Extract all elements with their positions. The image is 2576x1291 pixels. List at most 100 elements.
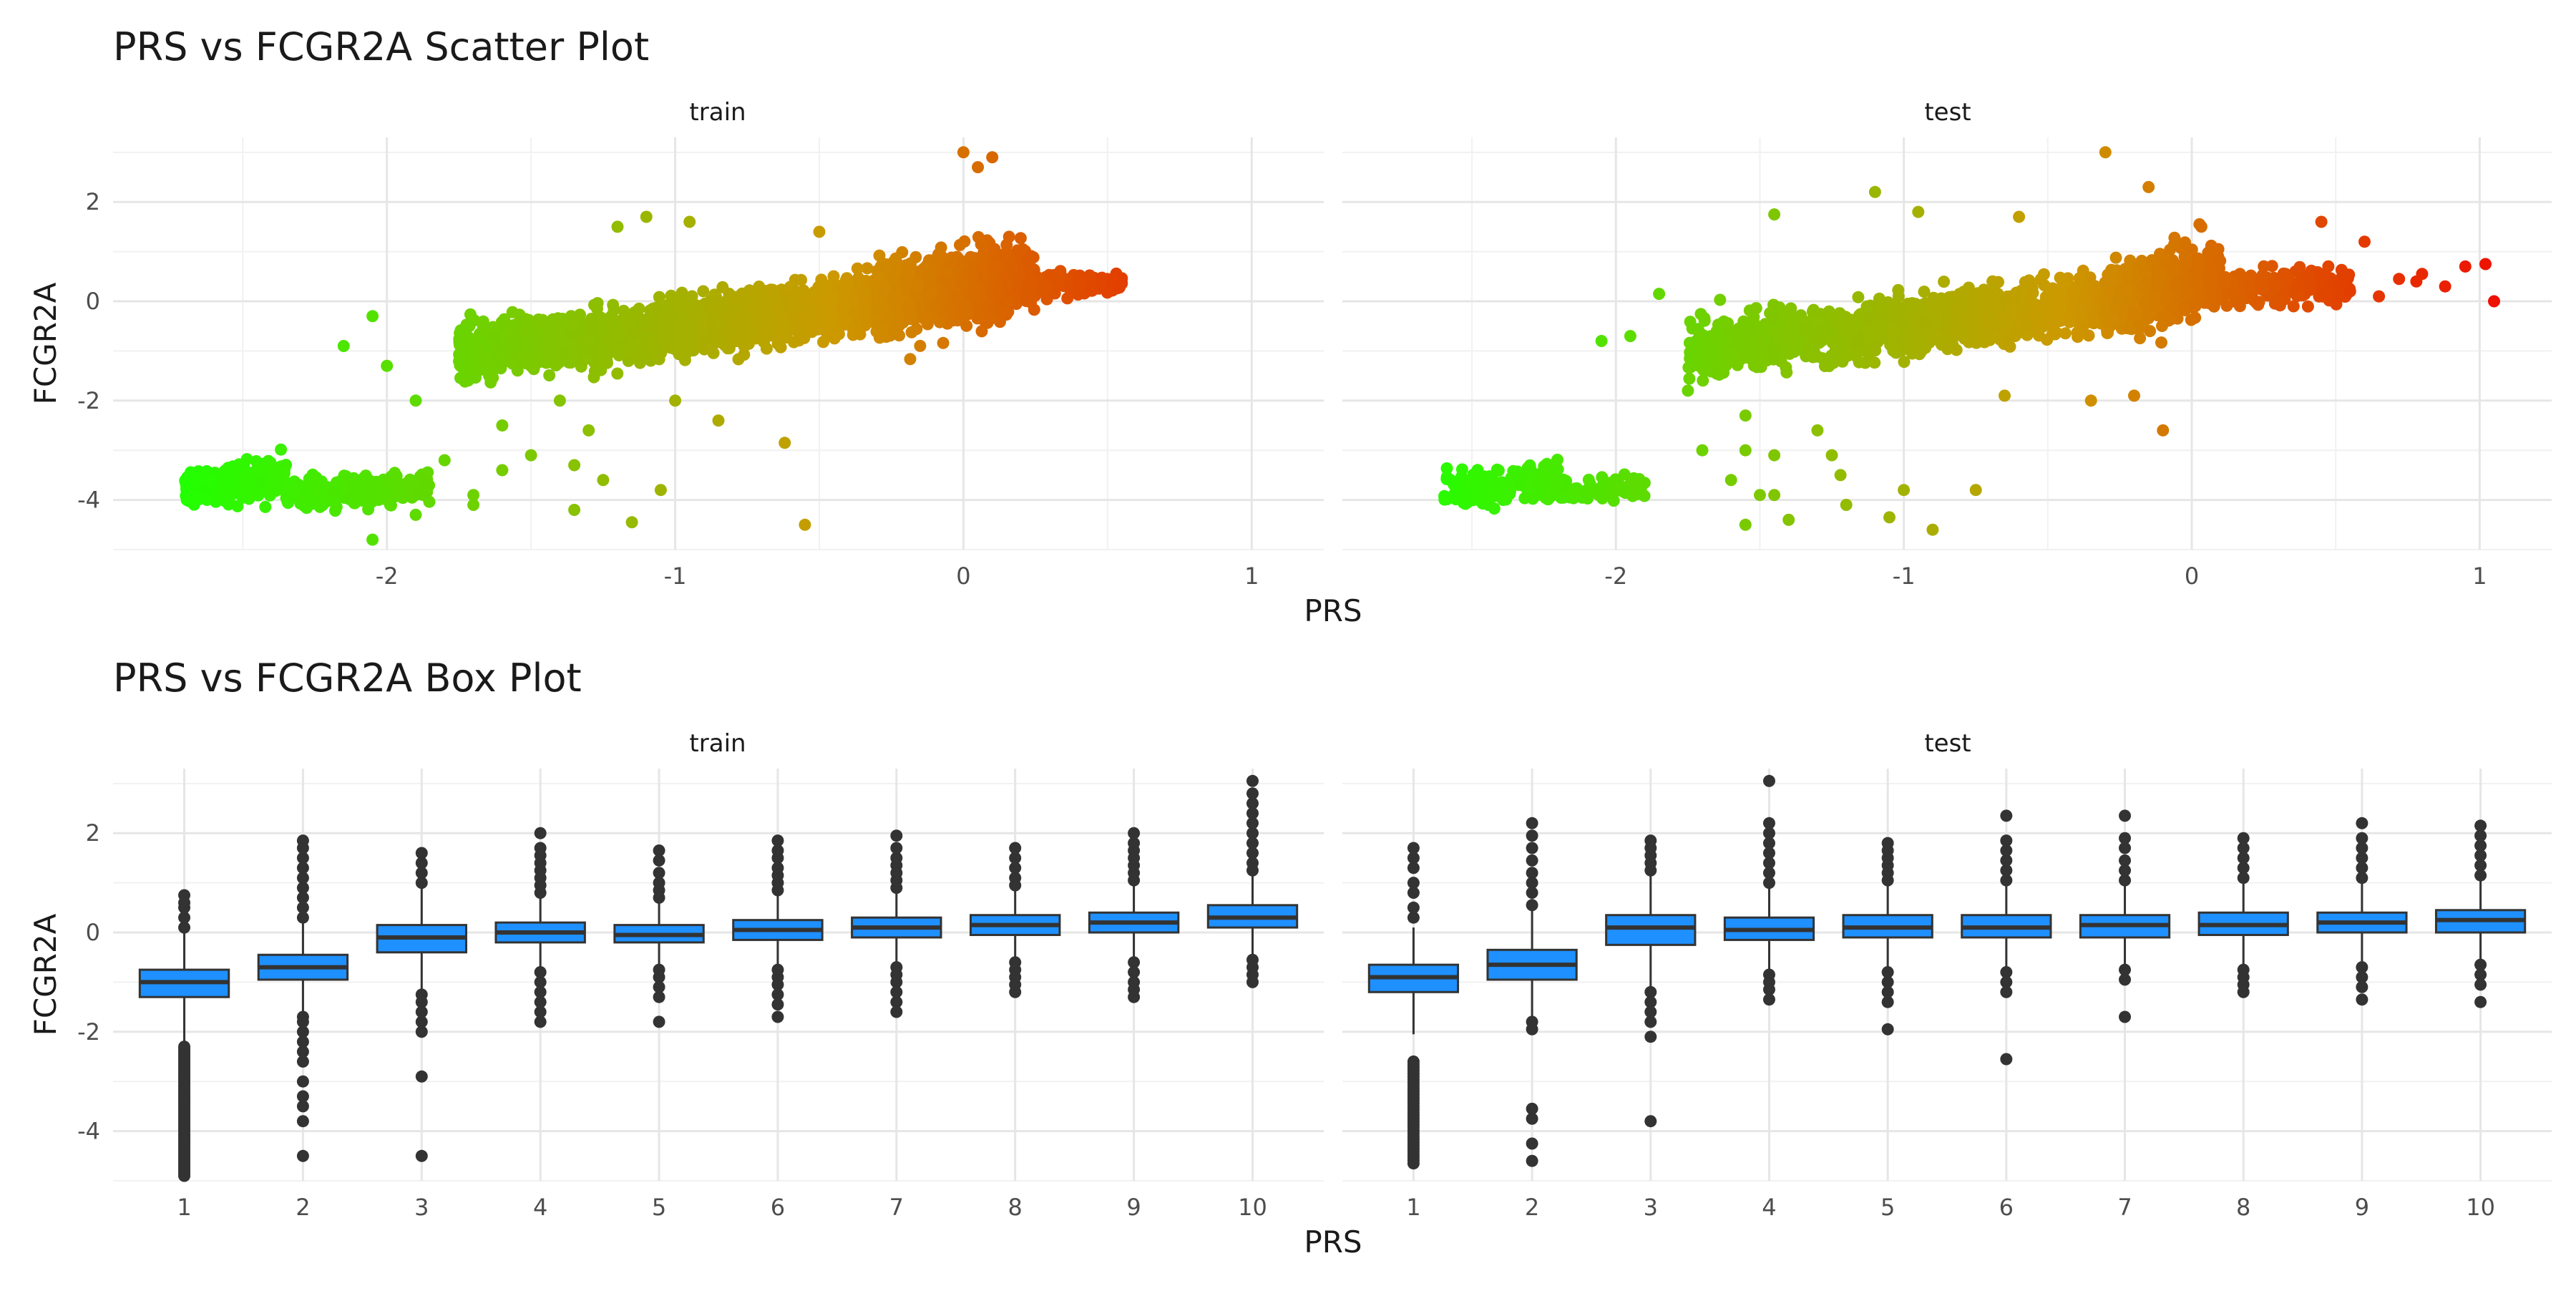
scatter-point [836, 303, 848, 316]
scatter-point [1005, 259, 1018, 271]
scatter-point [841, 278, 853, 291]
scatter-point [854, 328, 867, 341]
scatter-point [973, 310, 985, 322]
scatter-point [817, 336, 829, 348]
scatter-point [852, 272, 864, 284]
scatter-point [522, 323, 535, 335]
scatter-point [496, 419, 508, 432]
scatter-point [464, 308, 477, 321]
scatter-point [799, 519, 811, 531]
scatter-point [891, 288, 903, 300]
scatter-point [597, 313, 609, 325]
scatter-point [670, 293, 683, 306]
scatter-point [194, 474, 206, 487]
scatter-point [798, 332, 810, 344]
scatter-point [997, 305, 1009, 317]
scatter-point [903, 300, 915, 312]
box-strip-train: train [689, 729, 746, 758]
scatter-strip-train: train [689, 98, 746, 127]
scatter-point [954, 239, 966, 251]
scatter-point [585, 313, 597, 325]
scatter-point [857, 288, 869, 300]
scatter-point [1108, 274, 1120, 286]
scatter-point [892, 263, 904, 275]
scatter-point [988, 262, 1000, 274]
scatter-point [543, 369, 555, 381]
scatter-point [362, 503, 374, 515]
scatter-point [525, 348, 537, 360]
scatter-point [635, 330, 647, 342]
scatter-point [275, 444, 287, 456]
scatter-point [507, 319, 519, 331]
scatter-point [612, 220, 624, 233]
scatter-point [645, 338, 657, 351]
scatter-point [676, 349, 688, 361]
scatter-point [904, 353, 917, 365]
scatter-point [388, 478, 400, 490]
scatter-point [914, 340, 926, 352]
scatter-point [935, 296, 947, 308]
scatter-point [904, 313, 917, 325]
y-tick-label: -4 [77, 487, 100, 514]
scatter-point [607, 299, 619, 311]
scatter-point [348, 497, 361, 510]
scatter-point [489, 331, 501, 343]
scatter-point [767, 284, 779, 296]
scatter-point [454, 372, 467, 384]
scatter-point [749, 304, 761, 316]
scatter-point [352, 485, 364, 497]
scatter-point [288, 485, 301, 497]
scatter-point [411, 488, 424, 500]
scatter-point [378, 484, 390, 497]
x-tick-label: 0 [2185, 562, 2199, 590]
scatter-point [611, 368, 623, 380]
scatter-point [1053, 280, 1065, 292]
scatter-point [262, 481, 274, 493]
scatter-point [209, 492, 221, 504]
scatter-point [975, 238, 987, 250]
scatter-point [698, 336, 710, 348]
scatter-point [554, 394, 566, 406]
scatter-point [956, 278, 968, 290]
box-title: PRS vs FCGR2A Box Plot [113, 656, 582, 701]
scatter-point [718, 329, 730, 341]
scatter-point [241, 453, 253, 465]
scatter-point [960, 320, 972, 332]
scatter-point [824, 291, 836, 303]
scatter-point [597, 474, 609, 486]
scatter-point [957, 146, 970, 158]
scatter-point [640, 211, 653, 223]
scatter-point [772, 300, 784, 312]
scatter-point [937, 337, 950, 349]
scatter-point [585, 344, 597, 356]
scatter-point [537, 314, 549, 326]
scatter-point [956, 307, 968, 319]
scatter-point [967, 290, 979, 302]
scatter-point [749, 323, 761, 335]
scatter-point [883, 310, 895, 322]
scatter-point [223, 498, 235, 510]
scatter-point [761, 343, 773, 355]
scatter-point [814, 225, 826, 238]
scatter-point [989, 243, 1001, 255]
scatter-point [976, 263, 988, 276]
scatter-point [487, 371, 499, 384]
scatter-point [568, 459, 580, 472]
scatter-point [839, 317, 851, 329]
scatter-point [940, 267, 952, 279]
scatter-point [902, 266, 914, 278]
scatter-point [567, 348, 579, 360]
scatter-point [950, 292, 962, 304]
scatter-point [771, 317, 784, 329]
scatter-point [926, 281, 938, 293]
scatter-point [859, 302, 872, 314]
scatter-point [462, 349, 474, 361]
scatter-point [1015, 232, 1027, 244]
scatter-point [705, 295, 717, 307]
scatter-point [439, 454, 451, 467]
scatter-point [922, 269, 935, 281]
scatter-point [685, 302, 697, 314]
scatter-point [979, 274, 991, 286]
scatter-point [455, 361, 467, 373]
